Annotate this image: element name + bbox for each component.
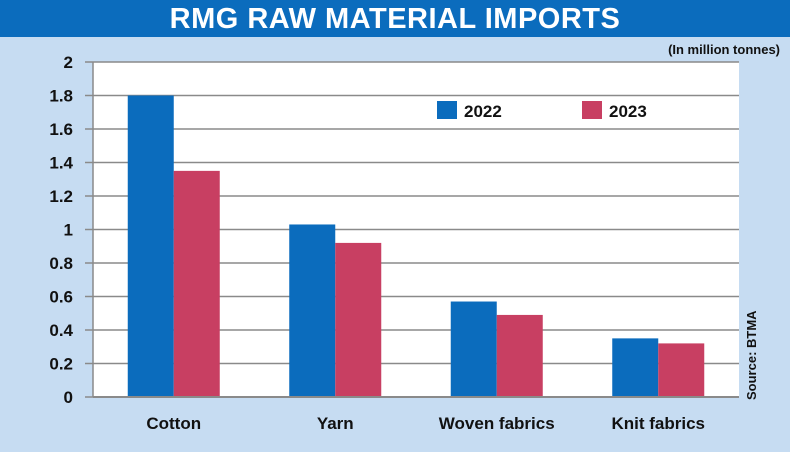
chart-title: RMG RAW MATERIAL IMPORTS — [0, 0, 790, 37]
bar-2022-cotton — [127, 95, 174, 397]
bar-2023-knit-fabrics — [658, 343, 705, 397]
bar-2023-yarn — [335, 242, 382, 397]
legend-label: 2023 — [609, 102, 647, 121]
x-tick-label: Knit fabrics — [611, 414, 705, 433]
bar-2022-knit-fabrics — [612, 338, 659, 397]
legend-swatch-2022 — [437, 101, 457, 119]
legend-swatch-2023 — [582, 101, 602, 119]
y-tick-label: 1.2 — [49, 187, 73, 206]
bar-2023-woven-fabrics — [496, 314, 543, 397]
bar-2022-yarn — [289, 224, 336, 397]
y-tick-label: 0.6 — [49, 288, 73, 307]
y-tick-label: 2 — [64, 53, 73, 72]
x-tick-label: Cotton — [146, 414, 201, 433]
bar-2022-woven-fabrics — [450, 301, 497, 397]
bar-2023-cotton — [173, 170, 220, 397]
x-tick-label: Yarn — [317, 414, 354, 433]
x-tick-label: Woven fabrics — [439, 414, 555, 433]
y-tick-label: 1.8 — [49, 87, 73, 106]
y-tick-label: 0 — [64, 388, 73, 407]
y-tick-label: 1.4 — [49, 154, 73, 173]
legend-label: 2022 — [464, 102, 502, 121]
unit-label: (In million tonnes) — [668, 42, 780, 57]
y-tick-label: 0.2 — [49, 355, 73, 374]
y-tick-label: 0.8 — [49, 254, 73, 273]
y-tick-label: 1 — [64, 221, 73, 240]
y-tick-label: 1.6 — [49, 120, 73, 139]
y-tick-label: 0.4 — [49, 321, 73, 340]
